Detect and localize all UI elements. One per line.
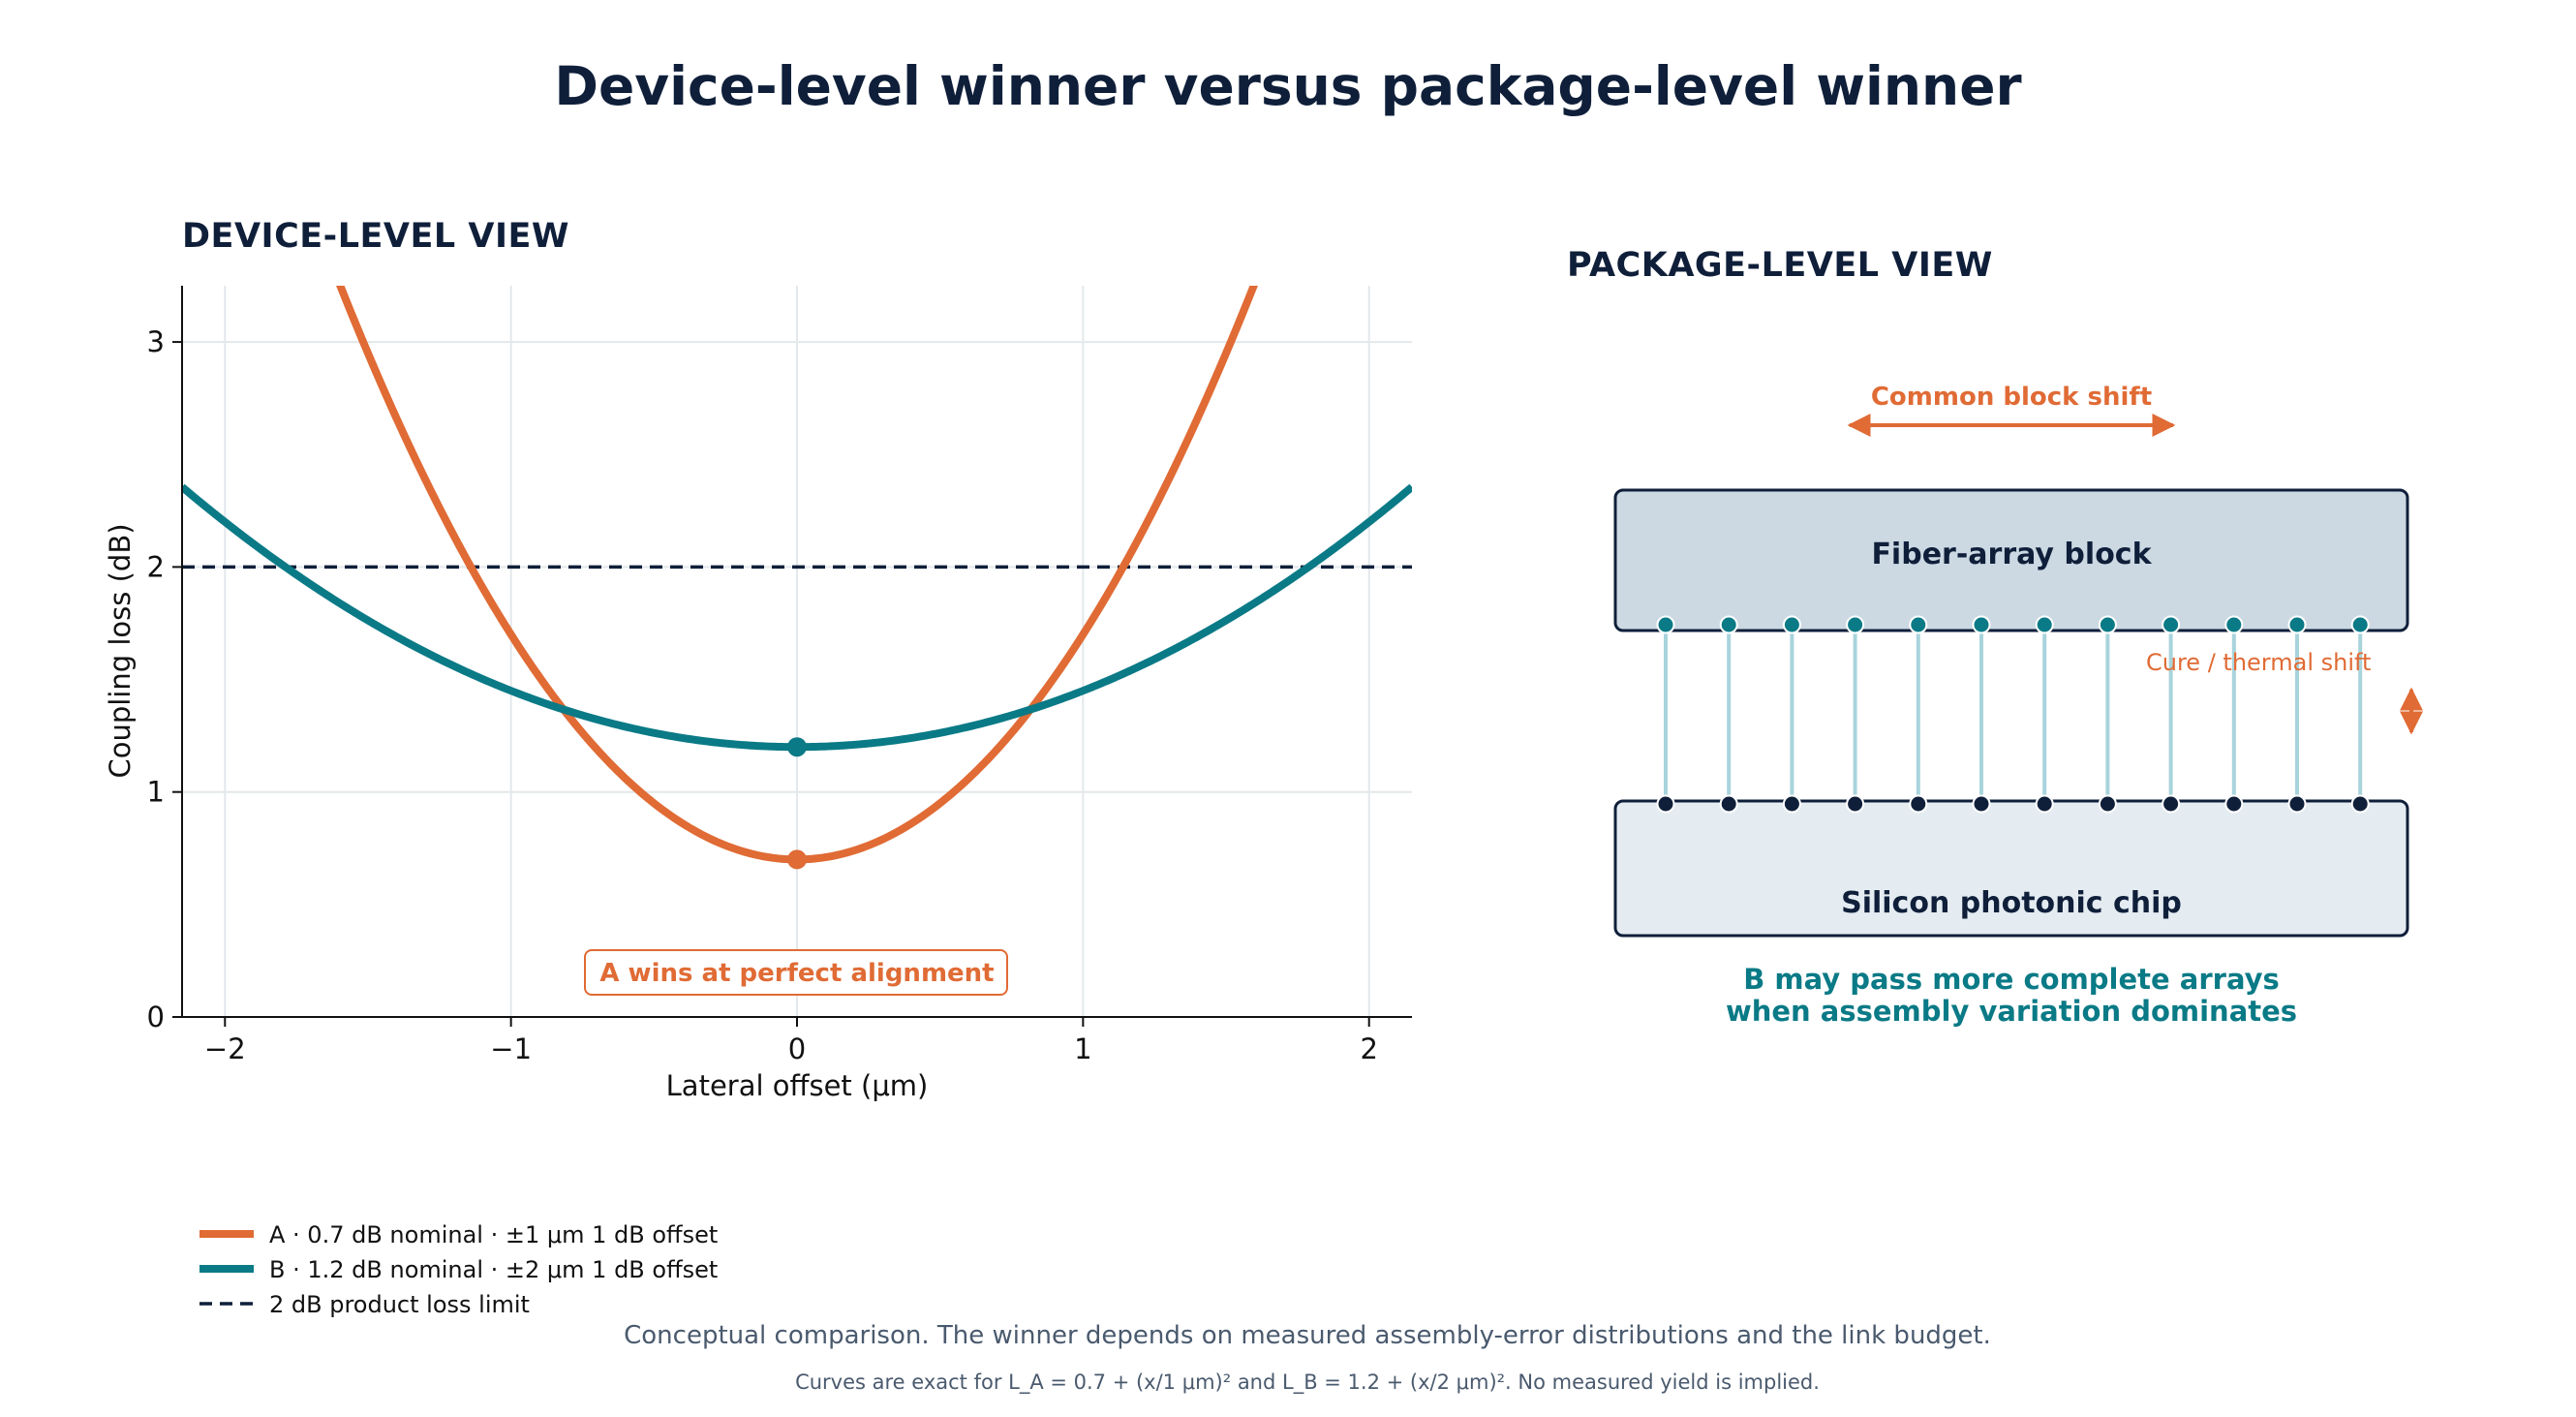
chip-port [1719, 794, 1738, 814]
annotation-box [584, 949, 1008, 996]
x-tick-label: −1 [490, 1032, 532, 1065]
x-axis-label: Lateral offset (μm) [666, 1069, 929, 1102]
fiber-port [2287, 615, 2307, 634]
chip-label: Silicon photonic chip [1841, 886, 2182, 920]
fiber-block-label: Fiber-array block [1871, 538, 2152, 571]
chip-port [2224, 794, 2244, 814]
fiber-port [2098, 615, 2117, 634]
package-title: PACKAGE-LEVEL VIEW [1567, 246, 1993, 285]
footer-formula-note: Curves are exact for L_A = 0.7 + (x/1 μm… [795, 1371, 1820, 1395]
conclusion-line-1: B may pass more complete arrays [1743, 963, 2280, 996]
x-tick-label: 0 [788, 1032, 806, 1065]
series-b-optimum-point [787, 737, 807, 757]
fiber-port [2350, 615, 2370, 634]
grid-lines [182, 286, 1412, 1017]
chip-port [1972, 794, 1991, 814]
chip-port [1846, 794, 1865, 814]
fiber-port [1782, 615, 1801, 634]
fiber-array-block [1613, 488, 2409, 632]
main-title: Device-level winner versus package-level… [554, 55, 2021, 117]
chip-port [2035, 794, 2054, 814]
y-tick-label: 2 [147, 550, 165, 583]
x-tick-label: 2 [1360, 1032, 1377, 1065]
device-level-chart: DEVICE-LEVEL VIEW −2 −1 0 1 2 0 1 2 3 Lateral of… [104, 217, 1412, 1102]
chip-port [1782, 794, 1801, 814]
chip-port [1656, 794, 1675, 814]
x-tick-label: −2 [204, 1032, 246, 1065]
chip-port [2098, 794, 2117, 814]
fiber-port [2035, 615, 2054, 634]
footer-note: Conceptual comparison. The winner depend… [624, 1321, 1991, 1350]
chart-title: DEVICE-LEVEL VIEW [182, 217, 569, 256]
legend: A · 0.7 dB nominal · ±1 μm 1 dB offset B… [199, 1221, 718, 1318]
legend-label-limit: 2 dB product loss limit [269, 1291, 530, 1318]
chip-port [2350, 794, 2370, 814]
fiber-port [2224, 615, 2244, 634]
fiber-port [1846, 615, 1865, 634]
y-axis-label: Coupling loss (dB) [104, 523, 137, 778]
fiber-port [2162, 615, 2181, 634]
y-tick-label: 0 [147, 1001, 165, 1033]
common-shift-label: Common block shift [1871, 383, 2152, 412]
fiber-port [1656, 615, 1675, 634]
fiber-port [1972, 615, 1991, 634]
fiber-port [1719, 615, 1738, 634]
legend-label-b: B · 1.2 dB nominal · ±2 μm 1 dB offset [269, 1256, 718, 1283]
y-tick-label: 1 [147, 776, 165, 809]
thermal-shift-label: Cure / thermal shift [2146, 649, 2371, 676]
chip-port [2287, 794, 2307, 814]
series-a-optimum-point [787, 849, 807, 870]
conclusion-line-2: when assembly variation dominates [1726, 995, 2297, 1028]
chip-port [1909, 794, 1928, 814]
silicon-chip-block [1613, 799, 2409, 938]
y-tick-label: 3 [147, 325, 165, 358]
axis-ticks: −2 −1 0 1 2 0 1 2 3 [147, 325, 1378, 1065]
x-tick-label: 1 [1074, 1032, 1091, 1065]
annotation-a-wins: A wins at perfect alignment [584, 949, 1008, 996]
fiber-channels [1656, 615, 2370, 814]
optimum-points [787, 737, 807, 870]
legend-label-a: A · 0.7 dB nominal · ±1 μm 1 dB offset [269, 1221, 718, 1248]
fiber-port [1909, 615, 1928, 634]
package-level-diagram: PACKAGE-LEVEL VIEW Common block shift Fi… [1567, 246, 2423, 1028]
annotation-text: A wins at perfect alignment [599, 959, 994, 988]
chip-port [2162, 794, 2181, 814]
